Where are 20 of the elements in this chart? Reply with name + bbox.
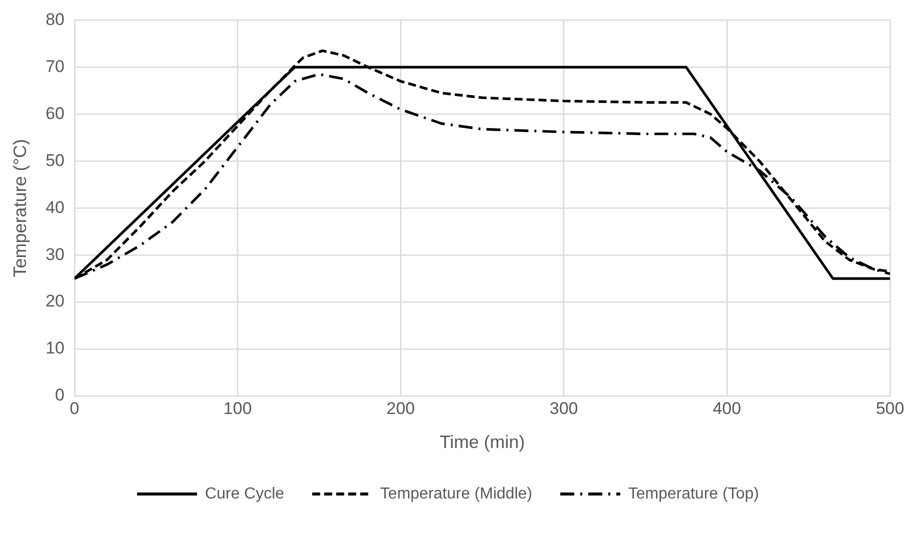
- y-tick-label: 60: [46, 104, 65, 123]
- y-tick-label: 40: [46, 198, 65, 217]
- legend-label: Cure Cycle: [205, 485, 284, 502]
- legend-label: Temperature (Middle): [380, 485, 532, 502]
- x-tick-label: 500: [876, 398, 904, 418]
- y-axis-title: Temperature (°C): [10, 138, 30, 278]
- y-tick-label: 80: [46, 10, 65, 29]
- y-tick-label: 70: [46, 56, 65, 76]
- x-axis-title: Time (min): [440, 432, 525, 452]
- x-tick-label: 400: [712, 398, 742, 418]
- y-tick-label: 0: [55, 386, 65, 405]
- y-tick-label: 10: [46, 338, 65, 358]
- y-tick-label: 20: [46, 292, 65, 311]
- y-tick-label: 50: [46, 150, 65, 170]
- x-tick-label: 300: [550, 398, 578, 418]
- x-tick-label: 200: [386, 398, 415, 418]
- y-tick-label: 30: [46, 244, 65, 264]
- legend-label: Temperature (Top): [628, 485, 759, 502]
- x-tick-label: 100: [223, 398, 252, 418]
- x-tick-label: 0: [70, 398, 80, 418]
